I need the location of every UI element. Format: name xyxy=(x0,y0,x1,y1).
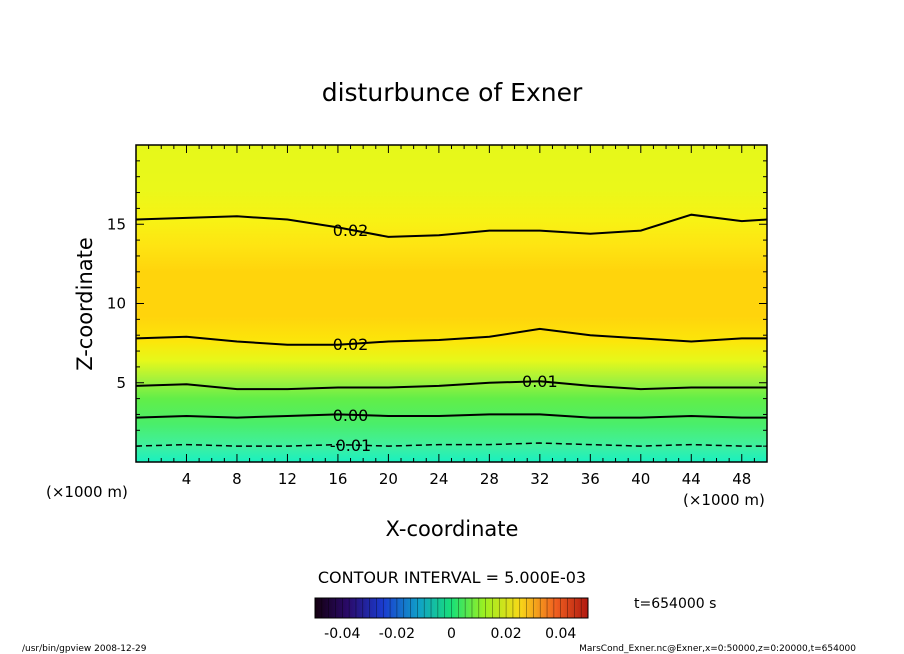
colorbar-tick-label: 0.02 xyxy=(491,626,522,642)
contour-label: 0.02 xyxy=(333,335,369,354)
x-tick-label: 8 xyxy=(232,470,242,488)
colorbar-tick-label: 0 xyxy=(447,626,456,642)
x-tick-label: 40 xyxy=(631,470,650,488)
colorbar-tick-label: 0.04 xyxy=(545,626,576,642)
contour-interval-text: CONTOUR INTERVAL = 5.000E-03 xyxy=(318,568,586,587)
contour-label: 0.00 xyxy=(333,406,369,425)
colorbar-stripes xyxy=(321,598,582,618)
colorbar-tick-label: -0.04 xyxy=(324,626,360,642)
x-tick-label: 12 xyxy=(278,470,297,488)
y-axis-label: Z-coordinate xyxy=(73,237,97,371)
field-fill xyxy=(136,145,767,462)
chart-title: disturbunce of Exner xyxy=(322,78,583,107)
x-tick-label: 28 xyxy=(480,470,499,488)
x-tick-label: 4 xyxy=(182,470,192,488)
contour-lines xyxy=(136,213,767,447)
y-tick-label: 10 xyxy=(107,295,126,313)
contour-line xyxy=(136,380,767,391)
contour-line xyxy=(136,327,767,346)
x-tick-label: 20 xyxy=(379,470,398,488)
x-unit-label-left: (×1000 m) xyxy=(46,483,128,501)
contour-label: -0.01 xyxy=(330,436,371,455)
x-axis-label: X-coordinate xyxy=(386,517,519,541)
contour-line xyxy=(136,413,767,419)
x-tick-label: 16 xyxy=(328,470,347,488)
x-tick-label: 44 xyxy=(682,470,701,488)
contour-labels: 0.02 0.02 0.01 0.00 -0.01 xyxy=(330,221,558,455)
y-tick-label: 5 xyxy=(116,374,126,392)
colorbar-tick-label: -0.02 xyxy=(379,626,415,642)
footer-right: MarsCond_Exner.nc@Exner,x=0:50000,z=0:20… xyxy=(579,644,856,654)
x-tick-label: 48 xyxy=(732,470,751,488)
x-axis-ticks: 4 8 12 16 20 24 28 32 36 40 44 48 xyxy=(148,145,755,488)
contour-line xyxy=(136,213,767,238)
x-tick-label: 24 xyxy=(429,470,448,488)
colorbar-ticks: -0.04 -0.02 0 0.02 0.04 xyxy=(324,626,576,642)
y-tick-label: 15 xyxy=(107,215,126,233)
contour-label: 0.02 xyxy=(333,221,369,240)
x-tick-label: 36 xyxy=(581,470,600,488)
time-text: t=654000 s xyxy=(634,596,716,612)
footer-left: /usr/bin/gpview 2008-12-29 xyxy=(22,644,147,654)
x-unit-label-right: (×1000 m) xyxy=(683,491,765,509)
x-tick-label: 32 xyxy=(530,470,549,488)
y-axis-ticks: 5 10 15 xyxy=(107,160,767,447)
contour-label: 0.01 xyxy=(522,372,558,391)
